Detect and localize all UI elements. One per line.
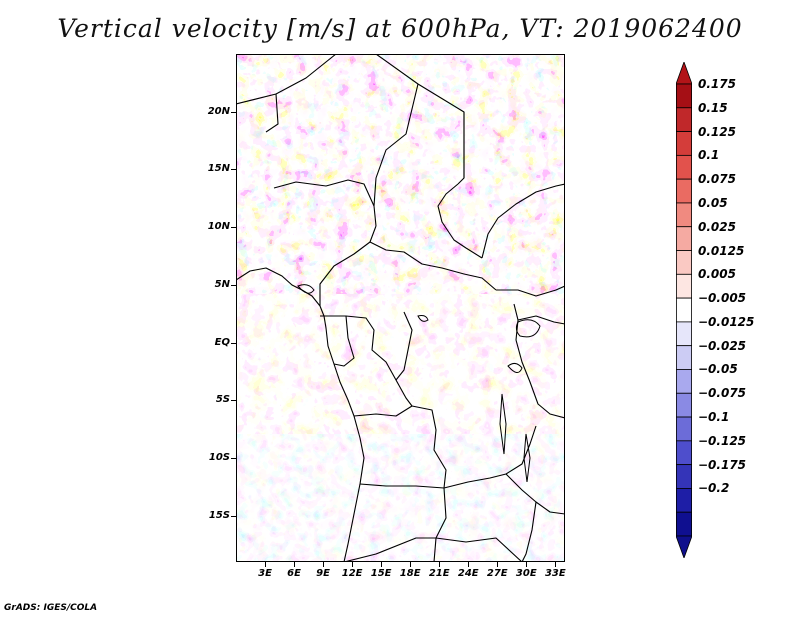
colorbar-label: −0.0125 [698, 314, 755, 329]
colorbar-label: 0.0125 [698, 243, 745, 258]
lon-tick-label: 33E [544, 568, 566, 579]
lon-tick-mark [468, 562, 469, 567]
lon-tick-label: 12E [341, 568, 363, 579]
lon-tick-label: 27E [486, 568, 508, 579]
colorbar-label: −0.175 [698, 457, 747, 472]
colorbar-min-arrow [676, 535, 692, 558]
lake-victoria [515, 319, 541, 338]
lat-tick-mark [231, 516, 236, 517]
colorbar-swatch [676, 416, 692, 442]
colorbar-swatch [676, 297, 692, 323]
colorbar-label: −0.005 [698, 291, 747, 306]
lon-tick-mark [381, 562, 382, 567]
lon-tick-mark [439, 562, 440, 567]
lon-tick-mark [526, 562, 527, 567]
colorbar-swatch [676, 511, 692, 537]
lon-tick-label: 3E [258, 568, 272, 579]
colorbar [676, 62, 692, 558]
lon-tick-mark [410, 562, 411, 567]
colorbar-max-arrow [676, 62, 692, 85]
colorbar-swatch [676, 154, 692, 180]
lat-tick-mark [231, 112, 236, 113]
colorbar-swatch [676, 250, 692, 275]
lon-tick-mark [323, 562, 324, 567]
colorbar-swatch [676, 464, 692, 489]
colorbar-label: −0.025 [698, 338, 747, 353]
colorbar-swatch [676, 178, 692, 204]
colorbar-swatch [676, 440, 692, 466]
lon-tick-mark [265, 562, 266, 567]
chart-title: Vertical velocity [m/s] at 600hPa, VT: 2… [57, 14, 743, 43]
lon-tick-label: 21E [428, 568, 450, 579]
lon-tick-label: 9E [316, 568, 330, 579]
colorbar-swatch [676, 131, 692, 156]
lon-tick-label: 24E [457, 568, 479, 579]
lon-tick-label: 6E [287, 568, 301, 579]
lat-tick-mark [231, 400, 236, 401]
lon-tick-label: 30E [515, 568, 537, 579]
colorbar-label: 0.1 [698, 148, 720, 163]
vertical-velocity-map [236, 54, 565, 562]
lat-tick-mark [231, 169, 236, 170]
colorbar-swatch [676, 392, 692, 418]
colorbar-label: −0.125 [698, 433, 747, 448]
field-north [236, 54, 565, 294]
lon-tick-mark [294, 562, 295, 567]
colorbar-label: 0.05 [698, 195, 728, 210]
lon-tick-label: 18E [399, 568, 421, 579]
colorbar-swatch [676, 226, 692, 251]
colorbar-swatch [676, 345, 692, 370]
colorbar-swatch [676, 273, 692, 299]
colorbar-label: 0.175 [698, 77, 736, 91]
lat-tick-label: 5S [215, 394, 230, 406]
colorbar-swatch [676, 321, 692, 347]
colorbar-swatch [676, 83, 692, 109]
lon-tick-mark [497, 562, 498, 567]
lon-tick-label: 15E [370, 568, 392, 579]
field-south [236, 434, 565, 562]
colorbar-swatch [676, 369, 692, 394]
lat-tick-mark [231, 227, 236, 228]
lat-tick-label: 15N [207, 163, 230, 175]
colorbar-label: 0.005 [698, 267, 736, 282]
colorbar-label: −0.1 [698, 410, 730, 425]
lon-tick-mark [352, 562, 353, 567]
grads-credit: GrADS: IGES/COLA [4, 603, 98, 613]
lat-tick-label: 5N [214, 278, 230, 290]
lat-tick-label: 20N [207, 105, 230, 117]
lat-tick-label: EQ [214, 336, 230, 348]
colorbar-label: 0.075 [698, 172, 736, 187]
lat-tick-mark [231, 458, 236, 459]
lat-tick-label: 10S [208, 452, 230, 464]
colorbar-swatch [676, 202, 692, 228]
colorbar-label: −0.05 [698, 362, 738, 377]
lat-tick-label: 15S [208, 509, 230, 521]
boundaries [236, 54, 565, 562]
colorbar-swatch [676, 107, 692, 132]
lakes [297, 284, 531, 483]
colorbar-label: 0.025 [698, 219, 736, 234]
colorbar-label: 0.15 [698, 100, 728, 115]
colorbar-label: −0.2 [698, 481, 730, 496]
lat-tick-mark [231, 285, 236, 286]
lat-tick-label: 10N [207, 221, 230, 233]
colorbar-swatch [676, 488, 692, 513]
colorbar-label: 0.125 [698, 124, 736, 139]
colorbar-label: −0.075 [698, 386, 747, 401]
lon-tick-mark [555, 562, 556, 567]
lat-tick-mark [231, 343, 236, 344]
